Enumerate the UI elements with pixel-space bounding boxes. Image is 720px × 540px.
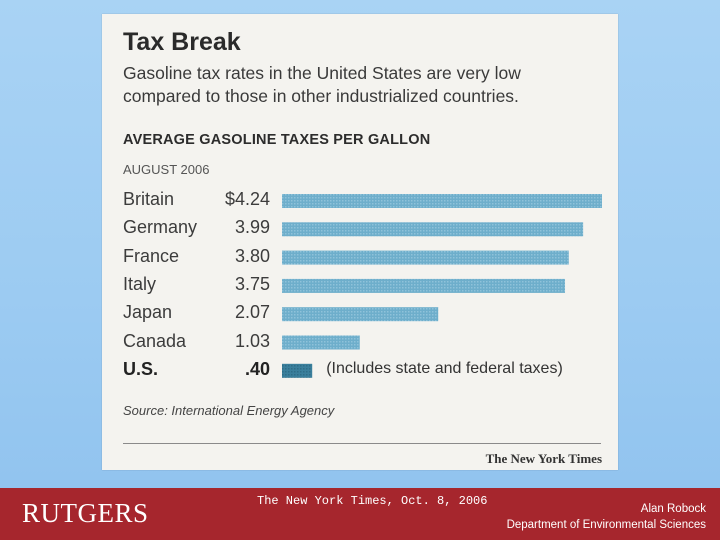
bar-canada [282, 335, 360, 350]
chart-heading: AVERAGE GASOLINE TAXES PER GALLON [123, 132, 431, 148]
value-label: $4.24 [224, 189, 270, 209]
value-label: .40 [244, 358, 270, 379]
chart-source: Source: International Energy Agency [123, 403, 335, 418]
department-name: Department of Environmental Sciences [506, 519, 706, 531]
chart-subtitle-line-2: compared to those in other industrialize… [123, 86, 519, 106]
country-label: Germany [123, 217, 198, 238]
bar-italy [282, 278, 566, 293]
chart-period: AUGUST 2006 [123, 162, 210, 177]
citation: The New York Times, Oct. 8, 2006 [257, 494, 488, 508]
footer-band: RUTGERS The New York Times, Oct. 8, 2006… [0, 488, 720, 540]
chart-subtitle-line-1: Gasoline tax rates in the United States … [123, 63, 521, 83]
value-label: 3.99 [234, 217, 270, 238]
bar-us [282, 363, 313, 378]
us-annotation: (Includes state and federal taxes) [326, 359, 563, 377]
bar-germany [282, 222, 584, 237]
value-label: 2.07 [234, 302, 270, 323]
author-name: Alan Robock [640, 503, 706, 515]
country-label: Britain [123, 189, 175, 209]
country-label: Canada [123, 330, 187, 351]
bottom-rule [123, 443, 601, 444]
country-label: Japan [123, 302, 173, 323]
nyt-credit: The New York Times [485, 451, 602, 466]
rutgers-logo: RUTGERS [22, 498, 149, 528]
country-label: U.S. [123, 358, 159, 379]
value-label: 3.75 [234, 273, 270, 294]
chart-title: Tax Break [123, 28, 241, 56]
bar-france [282, 250, 569, 265]
bar-britain [282, 194, 602, 208]
country-label: Italy [123, 273, 157, 294]
chart-clipping: Tax Break Gasoline tax rates in the Unit… [102, 14, 618, 470]
bar-japan [282, 307, 439, 322]
value-label: 1.03 [234, 330, 270, 351]
value-label: 3.80 [234, 245, 270, 266]
country-label: France [123, 245, 180, 266]
